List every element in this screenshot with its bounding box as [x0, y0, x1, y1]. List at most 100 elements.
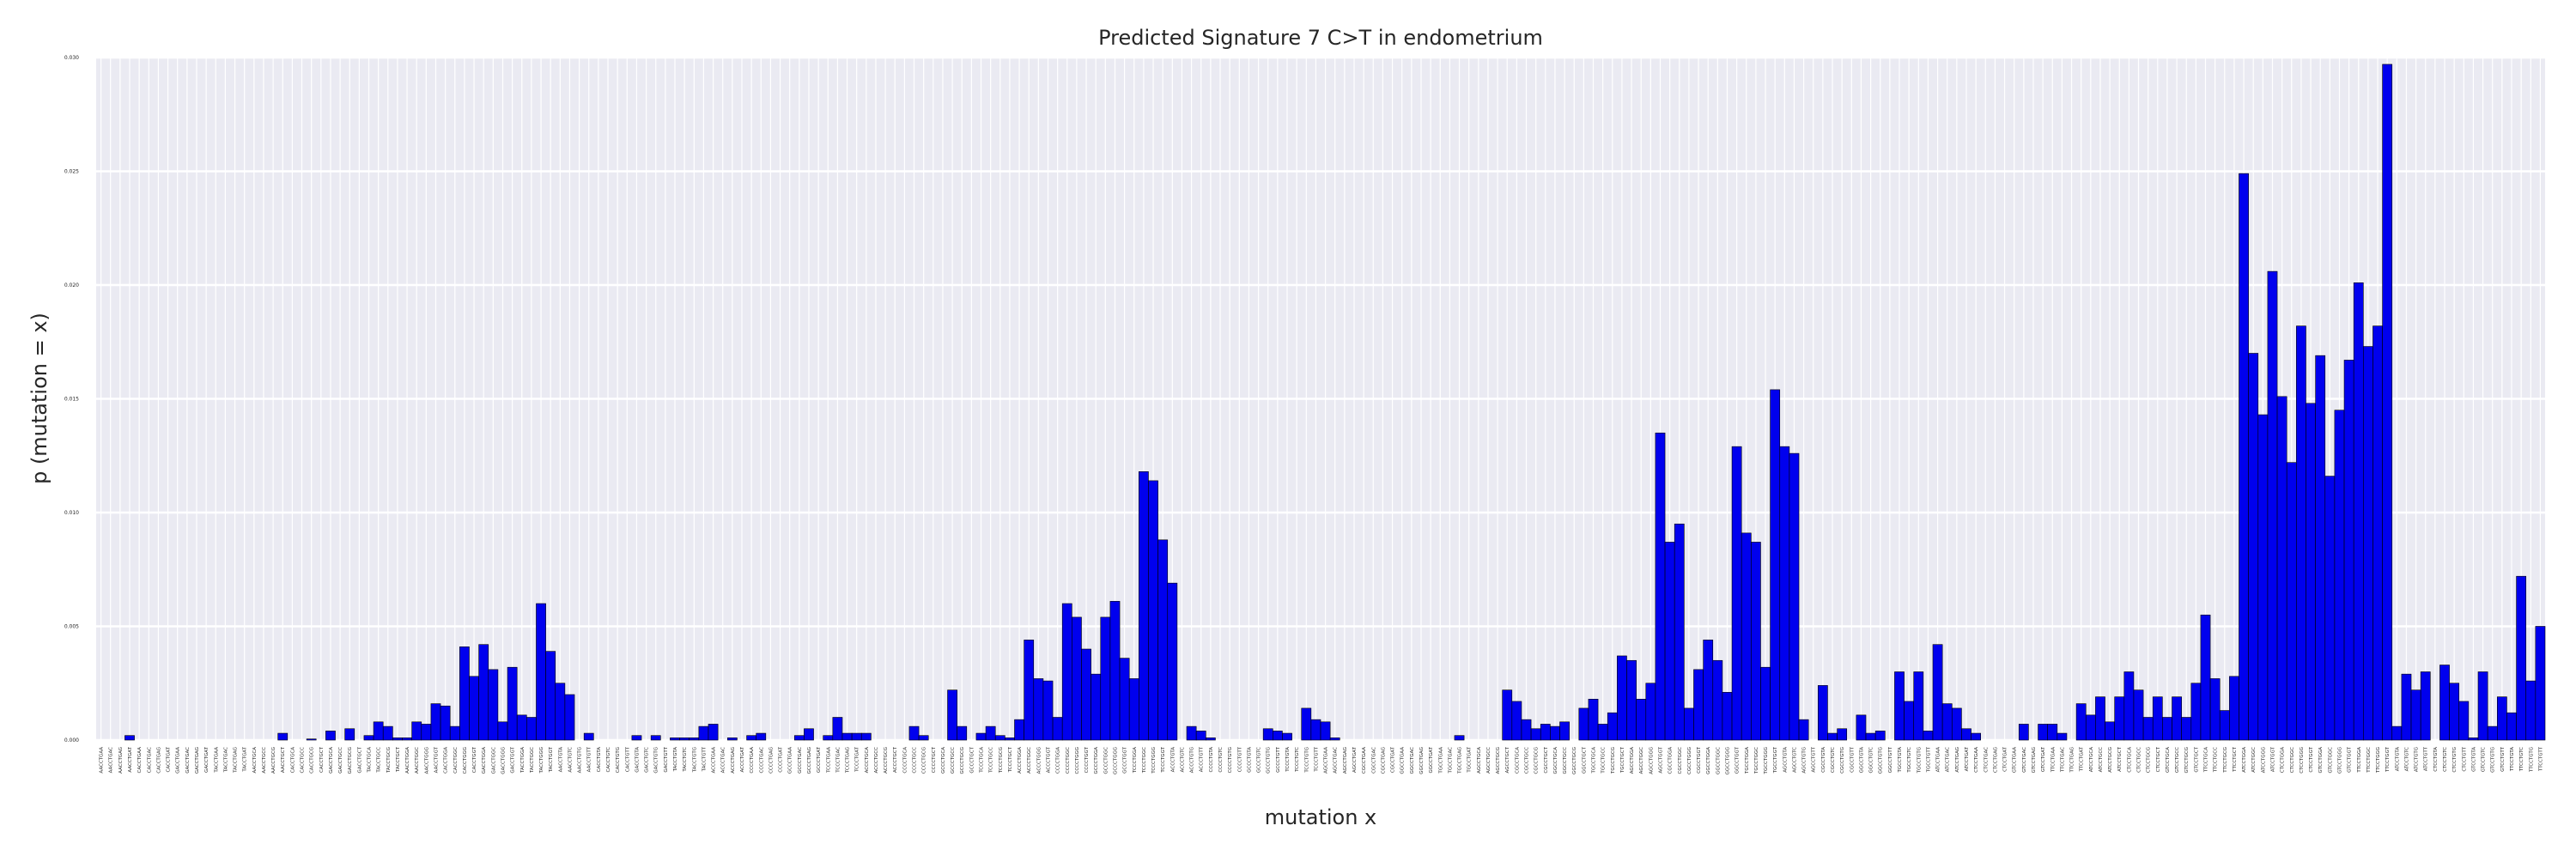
x-tick-label: CGCCTGGG [1687, 747, 1692, 774]
x-tick-label: GTCCTGCC [2175, 747, 2180, 773]
x-tick-label: ACCCTGAC [721, 747, 726, 773]
bar [975, 732, 987, 741]
bar [564, 694, 575, 741]
x-tick-label: CGCCTGTT [1850, 746, 1855, 772]
x-tick-label: TGCCTGCC [1601, 747, 1607, 774]
x-tick-label: ATCCTGCA [2089, 747, 2094, 773]
x-tick-label: GTCCTGTG [2491, 747, 2496, 773]
x-tick-label: TCCCTGAT [855, 746, 860, 773]
x-tick-label: AACCTGCG [271, 747, 276, 774]
bar [2315, 355, 2326, 741]
x-tick-label: GCCCTGCA [941, 747, 946, 774]
x-tick-label: TACCTGCT [396, 746, 401, 773]
bar [2439, 665, 2450, 741]
x-tick-label: TTCCTGAG [2070, 747, 2075, 774]
bar [411, 721, 422, 741]
bar [277, 732, 289, 741]
x-tick-label: AGCCTGGG [1649, 747, 1654, 774]
x-tick-label: CACCTGGA [444, 747, 449, 774]
x-tick-label: GGCCTGGC [1716, 747, 1721, 774]
x-tick-label: GCCCTGAT [817, 746, 822, 773]
x-tick-label: TACCTGCG [386, 747, 392, 774]
bar [1770, 389, 1781, 741]
bar [1617, 655, 1627, 741]
x-tick-label: TCCCTGTG [1304, 747, 1309, 774]
bar [1789, 452, 1800, 741]
x-tick-label: TTCCTGTC [2519, 747, 2524, 772]
x-tick-label: GACCTGTT [664, 746, 669, 772]
x-tick-label: AGCCTGGA [1630, 747, 1635, 774]
x-tick-label: CACCTGAC [147, 747, 152, 773]
x-tick-label: TCCCTGAA [826, 747, 831, 774]
bar [478, 644, 489, 741]
x-tick-label: ACCCTGGT [1046, 746, 1051, 773]
x-tick-label: ACCCTGTC [1180, 747, 1185, 773]
x-tick-label: GTCCTGGC [2328, 747, 2333, 774]
x-tick-label: GGCCTGAC [1410, 747, 1415, 774]
x-tick-label: AGCCTGTG [1802, 747, 1807, 774]
bar [679, 738, 690, 741]
x-tick-label: ACCCTGTT [1200, 746, 1205, 772]
bar [2497, 696, 2507, 741]
bar [2123, 671, 2135, 741]
x-tick-label: GACCTGGA [482, 747, 487, 774]
bar [2047, 724, 2058, 741]
x-tick-label: ATCCTGGC [2251, 747, 2257, 773]
bar [746, 735, 756, 741]
x-tick-label: GACCTGAG [195, 747, 200, 774]
x-tick-label: TACCTGTT [702, 746, 707, 772]
x-tick-label: CCCCTGCG [922, 747, 927, 774]
x-axis-label: mutation x [1265, 805, 1377, 829]
x-tick-label: CACCTGGG [463, 747, 468, 774]
bar [947, 689, 957, 741]
bar [1741, 532, 1752, 741]
x-tick-label: GACCTGAA [176, 747, 181, 774]
bar [2410, 689, 2421, 741]
x-tick-label: CTCCTGGT [2309, 746, 2314, 772]
x-tick-label: CCCCTGAG [769, 747, 774, 774]
y-tick-label: 0.030 [64, 55, 79, 61]
bar [421, 724, 432, 741]
bar [1329, 738, 1340, 741]
bar [2420, 671, 2431, 741]
x-tick-label: GACCTGTA [635, 747, 640, 773]
x-tick-label: AGCCTGTC [1792, 747, 1797, 773]
x-tick-label: GACCTGTC [645, 747, 650, 773]
x-tick-label: AACCTGAC [109, 747, 114, 774]
x-tick-label: ACCCTGAG [731, 747, 736, 774]
x-tick-label: CGCCTGTG [1840, 747, 1845, 774]
x-tick-label: GGCCTGTG [1879, 747, 1884, 774]
bar [1454, 735, 1465, 741]
bar [2057, 732, 2068, 741]
x-tick-label: GGCCTGAA [1400, 747, 1406, 774]
x-tick-label: TACCTGTA [673, 747, 678, 773]
bar [726, 738, 738, 741]
x-tick-label: AACCTGTC [568, 747, 573, 773]
bar [2382, 64, 2393, 741]
bar [1798, 719, 1809, 741]
x-tick-label: TGCCTGTA [1898, 747, 1903, 774]
bar [125, 735, 135, 741]
x-tick-label: GCCCTGCC [951, 747, 956, 774]
x-tick-label: CGCCTGGA [1668, 747, 1674, 774]
x-tick-label: TACCTGGC [530, 747, 535, 774]
x-axis-ticks: AACCTGAA AACCTGAC AACCTGAG AACCTGAT CACCTGAA… [100, 746, 2544, 774]
bar [1061, 603, 1072, 741]
bar [2152, 696, 2163, 741]
x-tick-label: CACCTGTA [597, 747, 602, 773]
x-tick-label: CTCCTGTA [2433, 747, 2439, 772]
x-tick-label: TGCCTGCA [1592, 747, 1597, 774]
x-tick-label: TTCCTGAT [2080, 746, 2085, 772]
x-tick-label: CTCCTGCT [2156, 746, 2161, 772]
x-tick-label: TTCCTGTT [2538, 746, 2543, 772]
x-tick-label: TACCTGGA [520, 747, 526, 774]
x-tick-label: CACCTGCC [301, 747, 306, 774]
x-tick-label: ATCCTGGG [2261, 747, 2266, 773]
x-tick-label: GCCCTGAC [798, 747, 803, 774]
x-tick-label: AGCCTGAT [1352, 746, 1358, 773]
bar [1751, 542, 1761, 741]
x-tick-label: TCCCTGTT [1314, 746, 1319, 772]
x-tick-label: GCCCTGAA [788, 747, 793, 774]
bar [1100, 616, 1111, 741]
x-tick-label: ACCCTGTA [1170, 747, 1176, 773]
